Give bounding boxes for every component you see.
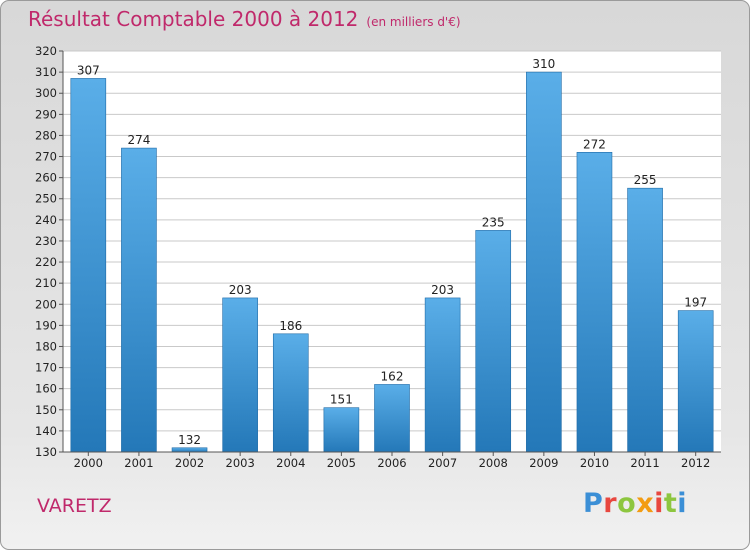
y-tick-label: 310	[35, 65, 57, 79]
bar	[323, 407, 360, 453]
bar	[627, 187, 663, 453]
data-label: 203	[229, 283, 252, 297]
y-tick-label: 280	[35, 128, 57, 142]
y-tick-label: 250	[35, 192, 57, 206]
logo-letter: o	[617, 488, 637, 519]
axes: 130 140 150 160 170 180 190 200 210 220 230 240 250 2…	[35, 44, 721, 470]
y-tick-label: 230	[35, 234, 57, 248]
y-tick-label: 200	[35, 297, 57, 311]
x-tick-label: 2004	[276, 456, 305, 470]
data-label: 307	[77, 63, 100, 77]
title-text: Résultat Comptable 2000 à 2012	[28, 7, 359, 31]
bar	[272, 333, 309, 453]
y-tick-label: 320	[35, 44, 57, 58]
logo-letter: r	[603, 488, 618, 519]
logo-letter: t	[663, 488, 678, 519]
data-label: 197	[684, 296, 707, 310]
bar	[222, 297, 258, 453]
data-label: 162	[381, 369, 404, 383]
bars: 307 274 132 203 186 151 162 203 235 310 272 255 197	[70, 57, 714, 453]
logo-letter: P	[583, 488, 604, 519]
chart-title: Résultat Comptable 2000 à 2012 (en millie…	[28, 7, 461, 31]
x-tick-label: 2005	[327, 456, 356, 470]
x-tick-label: 2007	[428, 456, 457, 470]
x-tick-label: 2012	[681, 456, 710, 470]
y-tick-label: 160	[35, 382, 57, 396]
data-label: 151	[330, 393, 353, 407]
y-tick-label: 150	[35, 403, 57, 417]
bar	[475, 230, 512, 453]
data-label: 235	[482, 215, 505, 229]
x-tick-label: 2000	[74, 456, 103, 470]
y-tick-label: 130	[35, 445, 57, 459]
data-label: 203	[431, 283, 454, 297]
x-tick-label: 2008	[479, 456, 508, 470]
bar	[70, 78, 107, 453]
x-tick-label: 2010	[580, 456, 609, 470]
x-tick-label: 2006	[377, 456, 406, 470]
place-name: VARETZ	[37, 495, 112, 517]
logo-letter: i	[654, 488, 664, 519]
y-tick-label: 290	[35, 107, 57, 121]
y-tick-label: 270	[35, 150, 57, 164]
data-label: 186	[279, 319, 302, 333]
logo-letter: i	[677, 488, 688, 519]
x-tick-label: 2001	[124, 456, 153, 470]
x-tick-label: 2011	[630, 456, 659, 470]
bar	[526, 71, 562, 453]
title-unit: (en milliers d'€)	[366, 15, 461, 29]
y-tick-label: 190	[35, 318, 57, 332]
y-tick-label: 260	[35, 171, 57, 185]
y-tick-label: 170	[35, 361, 57, 375]
x-tick-label: 2003	[226, 456, 255, 470]
bar	[374, 384, 410, 453]
bar	[424, 297, 461, 453]
data-label: 310	[532, 57, 555, 71]
y-tick-label: 240	[35, 213, 57, 227]
data-label: 274	[127, 133, 150, 147]
bar	[677, 310, 714, 453]
x-tick-label: 2002	[175, 456, 204, 470]
y-tick-label: 140	[35, 424, 57, 438]
bar	[171, 447, 208, 453]
bar	[121, 147, 157, 453]
x-tick-label: 2009	[529, 456, 558, 470]
data-label: 255	[634, 173, 657, 187]
data-label: 132	[178, 433, 201, 447]
y-tick-label: 180	[35, 339, 57, 353]
y-tick-label: 220	[35, 255, 57, 269]
y-tick-label: 210	[35, 276, 57, 290]
logo-letter: x	[636, 488, 655, 519]
data-label: 272	[583, 137, 606, 151]
proxiti-logo: Proxiti	[583, 488, 687, 519]
y-tick-label: 300	[35, 86, 57, 100]
bar	[576, 152, 613, 453]
